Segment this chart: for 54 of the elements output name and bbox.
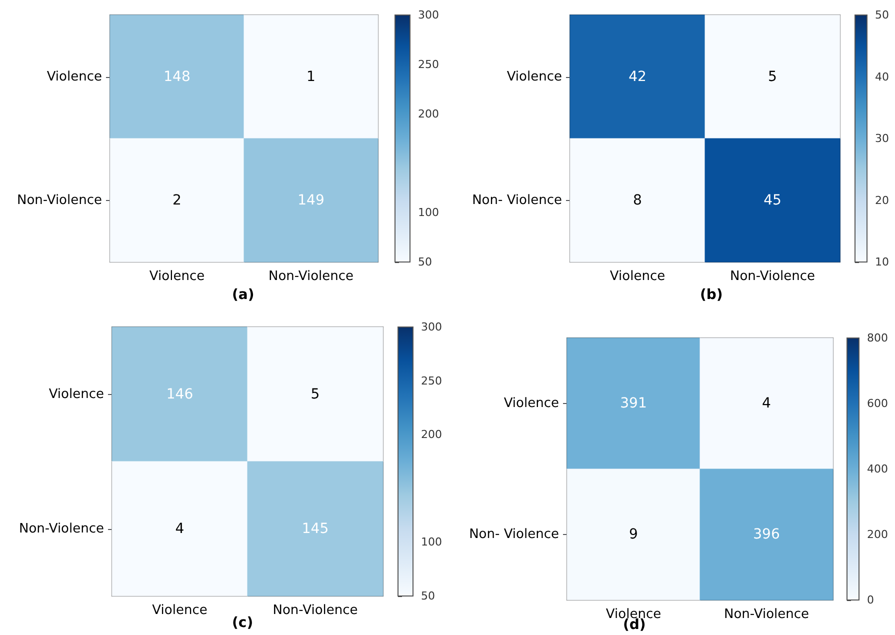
color-bar-label: 40 bbox=[875, 70, 889, 84]
data-label: 5 bbox=[310, 386, 320, 402]
color-bar-label: 10 bbox=[875, 256, 889, 268]
color-bar-label: 600 bbox=[867, 397, 888, 410]
data-label: 396 bbox=[753, 526, 780, 542]
text: (c) bbox=[232, 615, 254, 631]
y-tick-label: Violence bbox=[46, 69, 102, 84]
data-label: 8 bbox=[633, 192, 642, 208]
text: (b) bbox=[700, 287, 723, 303]
color-bar-label: 200 bbox=[418, 107, 439, 120]
data-label: 145 bbox=[302, 520, 329, 537]
y-tick-label: Non-Violence bbox=[18, 521, 104, 536]
y-tick-label: Violence bbox=[504, 396, 559, 411]
color-bar-label: 50 bbox=[421, 590, 435, 602]
data-label: 391 bbox=[620, 396, 647, 412]
data-label: 2 bbox=[172, 192, 182, 208]
data-label: 5 bbox=[768, 68, 777, 85]
x-tick-label: Non-Violence bbox=[268, 269, 354, 284]
color-bar-label: 200 bbox=[867, 528, 888, 541]
data-label: 1 bbox=[306, 68, 316, 85]
data-label: 4 bbox=[762, 396, 772, 412]
color-bar-label: 250 bbox=[421, 374, 442, 388]
data-label: 146 bbox=[166, 386, 194, 402]
text: (a) bbox=[232, 287, 254, 303]
data-label: 45 bbox=[764, 192, 782, 208]
x-tick-label: Non-Violence bbox=[730, 269, 816, 284]
color-bar-label: 50 bbox=[418, 256, 432, 268]
color-bar-label: 300 bbox=[421, 320, 442, 334]
x-tick-label: Violence bbox=[152, 603, 208, 618]
y-tick-label: Violence bbox=[48, 386, 104, 402]
color-bar-label: 100 bbox=[421, 536, 442, 549]
x-tick-label: Non-Violence bbox=[724, 607, 810, 622]
color-bar-label: 800 bbox=[867, 332, 888, 344]
color-bar-label: 20 bbox=[875, 194, 889, 207]
data-label: 149 bbox=[298, 192, 324, 208]
color-bar-label: 30 bbox=[875, 132, 889, 145]
y-tick-label: Non- Violence bbox=[472, 192, 562, 208]
x-tick-label: Violence bbox=[610, 269, 666, 284]
color-bar-label: 300 bbox=[418, 8, 439, 22]
data-label: 148 bbox=[164, 68, 190, 85]
x-tick-label: Violence bbox=[149, 269, 205, 284]
data-label: 42 bbox=[628, 68, 646, 85]
data-label: 9 bbox=[629, 526, 638, 542]
color-bar-label: 100 bbox=[418, 206, 439, 220]
color-bar-label: 0 bbox=[867, 594, 874, 606]
color-bar-label: 250 bbox=[418, 58, 439, 71]
x-tick-label: Non-Violence bbox=[272, 603, 358, 618]
data-label: 4 bbox=[175, 520, 184, 537]
y-tick-label: Non- Violence bbox=[469, 527, 559, 542]
color-bar-label: 200 bbox=[421, 428, 442, 442]
y-tick-label: Violence bbox=[506, 69, 562, 84]
y-tick-label: Non-Violence bbox=[16, 192, 102, 208]
color-bar-label: 50 bbox=[875, 8, 889, 22]
color-bar-label: 400 bbox=[867, 462, 888, 476]
